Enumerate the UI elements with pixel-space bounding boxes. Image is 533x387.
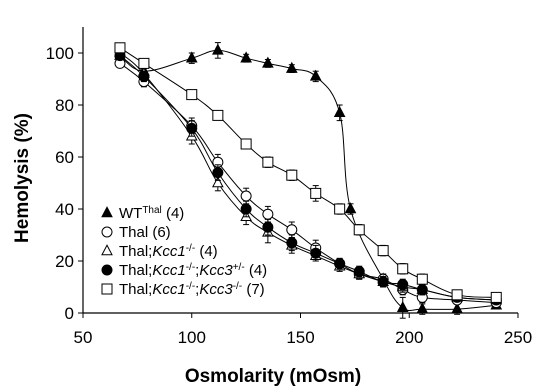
legend-label: Thal (6) (119, 224, 171, 241)
data-point (240, 190, 252, 202)
legend-label-part: Thal; (119, 243, 152, 260)
data-point (286, 169, 298, 181)
legend-label-part: (4) (162, 205, 185, 222)
data-point (285, 61, 298, 73)
data-point (286, 224, 298, 236)
data-point (451, 302, 463, 314)
legend-label: Thal;Kcc1-/- (4) (119, 243, 218, 261)
x-tick-label: 150 (286, 328, 314, 347)
data-point (212, 176, 224, 188)
legend-label-part: Kcc3 (199, 281, 233, 298)
data-point (333, 105, 346, 118)
legend-label-part: Kcc1 (152, 262, 185, 279)
y-tick-label: 60 (55, 148, 74, 167)
legend-label-part: Thal (142, 205, 161, 216)
legend-item: Thal;Kcc1-/- (4) (101, 243, 218, 261)
data-point (309, 69, 322, 81)
x-tick-label: 100 (178, 328, 206, 347)
data-point (262, 208, 274, 220)
legend-label-part: Thal (6) (119, 224, 171, 241)
data-point (186, 122, 198, 134)
y-tick-label: 80 (55, 96, 74, 115)
x-tick-label: 250 (504, 328, 532, 347)
legend-label-part: -/- (233, 281, 242, 292)
legend-item: Thal;Kcc1-/-;Kcc3-/- (7) (101, 281, 265, 299)
data-point (310, 187, 322, 199)
data-point (416, 284, 428, 296)
data-point (240, 203, 252, 215)
legend-label: WTThal (4) (119, 205, 184, 223)
legend-label-part: Thal; (119, 262, 152, 279)
y-tick-label: 40 (55, 200, 74, 219)
y-axis-title: Hemolysis (%) (12, 113, 33, 243)
y-tick-label: 0 (65, 304, 74, 323)
data-point (451, 289, 463, 301)
legend-label-part: -/- (186, 262, 195, 273)
y-tick-label: 20 (55, 252, 74, 271)
x-axis-title: Osmolarity (mOsm) (185, 366, 361, 387)
data-point (114, 42, 126, 54)
legend-label-part: Kcc3 (199, 262, 233, 279)
data-point (212, 43, 224, 55)
data-point (397, 263, 409, 275)
legend-label-part: -/- (186, 243, 195, 254)
data-point (344, 202, 357, 214)
data-point (377, 245, 389, 257)
data-point (334, 203, 346, 215)
legend-label-part: +/- (233, 262, 245, 273)
data-point (310, 247, 322, 259)
series-4 (114, 50, 502, 306)
legend-label-part: -/- (186, 281, 195, 292)
x-tick-label: 50 (74, 328, 93, 347)
legend-label-part: Thal; (119, 281, 152, 298)
data-point (138, 70, 150, 82)
legend-label-part: (4) (195, 243, 218, 260)
data-point (490, 291, 502, 303)
data-point (353, 224, 365, 236)
x-tick-label: 200 (395, 328, 423, 347)
legend-label: Thal;Kcc1-/-;Kcc3+/- (4) (119, 262, 267, 280)
data-point (353, 265, 365, 277)
legend-marker (101, 244, 113, 256)
data-point (416, 302, 429, 314)
data-point (212, 167, 224, 179)
legend-label-part: Kcc1 (152, 281, 185, 298)
data-point (262, 221, 274, 233)
data-point (186, 89, 198, 101)
data-point (416, 273, 428, 285)
data-point (396, 300, 409, 313)
data-point (240, 138, 252, 150)
axes: 0 20 40 60 80 100 50 100 150 200 250 (46, 27, 532, 347)
legend-item: Thal (6) (101, 224, 171, 241)
data-point (138, 57, 150, 69)
data-point (262, 56, 274, 68)
data-point (397, 278, 409, 290)
data-point (212, 109, 224, 121)
y-tick-label: 100 (46, 44, 74, 63)
legend-label-part: (4) (245, 262, 268, 279)
legend-item: Thal;Kcc1-/-;Kcc3+/- (4) (101, 262, 267, 280)
data-point (334, 258, 346, 270)
legend-label-part: Kcc1 (152, 243, 185, 260)
data-point (377, 276, 389, 288)
data-point (240, 51, 252, 63)
series-layer (114, 42, 503, 319)
legend-marker (101, 283, 113, 295)
legend-marker (101, 264, 113, 276)
legend-marker (101, 226, 113, 238)
data-point (262, 156, 274, 168)
data-point (185, 51, 198, 63)
legend-label-part: ; (195, 281, 199, 298)
legend-label-part: (7) (242, 281, 265, 298)
legend: WTThal (4)Thal (6)Thal;Kcc1-/- (4)Thal;K… (101, 205, 267, 299)
legend-item: WTThal (4) (101, 205, 184, 223)
legend-label-part: ; (195, 262, 199, 279)
legend-marker (101, 206, 113, 218)
series-5 (114, 42, 502, 303)
legend-label-part: WT (119, 205, 142, 222)
legend-label: Thal;Kcc1-/-;Kcc3-/- (7) (119, 281, 265, 299)
data-point (286, 237, 298, 249)
